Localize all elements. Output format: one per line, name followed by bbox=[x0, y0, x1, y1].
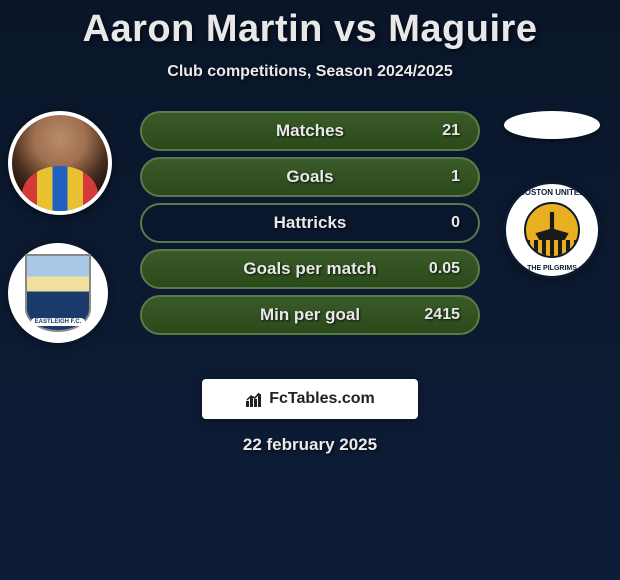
stat-value: 2415 bbox=[424, 306, 460, 324]
stat-row-matches: Matches 21 bbox=[140, 111, 480, 151]
stat-label: Goals per match bbox=[142, 259, 478, 279]
right-club-crest: BOSTON UNITED THE PILGRIMS bbox=[503, 181, 601, 279]
page-title: Aaron Martin vs Maguire bbox=[0, 0, 620, 51]
stat-label: Matches bbox=[142, 121, 478, 141]
stat-value: 21 bbox=[442, 122, 460, 140]
right-player-avatar-placeholder bbox=[504, 111, 600, 139]
right-crest-top-label: BOSTON UNITED bbox=[506, 188, 598, 197]
attribution-label: FcTables.com bbox=[269, 390, 375, 408]
attribution-badge[interactable]: FcTables.com bbox=[202, 379, 418, 419]
right-crest-bottom-label: THE PILGRIMS bbox=[506, 265, 598, 272]
shield-icon: EASTLEIGH F.C. bbox=[25, 254, 91, 332]
chart-icon bbox=[245, 390, 263, 408]
stat-label: Hattricks bbox=[142, 213, 478, 233]
stat-label: Goals bbox=[142, 167, 478, 187]
stat-value: 1 bbox=[451, 168, 460, 186]
left-player-column: EASTLEIGH F.C. bbox=[8, 111, 128, 343]
stat-row-min-per-goal: Min per goal 2415 bbox=[140, 295, 480, 335]
waves-icon bbox=[526, 240, 578, 256]
stat-row-hattricks: Hattricks 0 bbox=[140, 203, 480, 243]
stat-row-goals-per-match: Goals per match 0.05 bbox=[140, 249, 480, 289]
crest-inner-icon bbox=[524, 202, 580, 258]
date-label: 22 february 2025 bbox=[0, 435, 620, 455]
left-club-crest: EASTLEIGH F.C. bbox=[8, 243, 108, 343]
stat-value: 0 bbox=[451, 214, 460, 232]
stat-value: 0.05 bbox=[429, 260, 460, 278]
page-subtitle: Club competitions, Season 2024/2025 bbox=[0, 63, 620, 81]
left-player-avatar bbox=[8, 111, 112, 215]
ship-icon bbox=[531, 212, 573, 241]
comparison-panel: EASTLEIGH F.C. BOSTON UNITED THE PILGRIM… bbox=[0, 111, 620, 361]
stat-row-goals: Goals 1 bbox=[140, 157, 480, 197]
stats-list: Matches 21 Goals 1 Hattricks 0 Goals per… bbox=[140, 111, 480, 341]
left-crest-label: EASTLEIGH F.C. bbox=[31, 318, 85, 326]
right-player-column: BOSTON UNITED THE PILGRIMS bbox=[492, 111, 612, 279]
